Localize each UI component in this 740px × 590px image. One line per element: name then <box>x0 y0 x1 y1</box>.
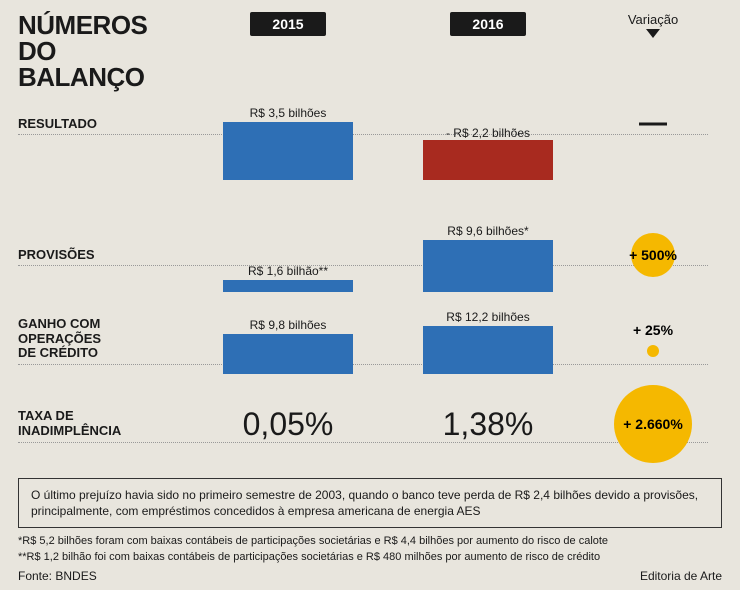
year-2016-pill: 2016 <box>450 12 525 36</box>
taxa-variacao-text: + 2.660% <box>623 416 683 432</box>
taxa-2016-value: 1,38% <box>388 406 588 443</box>
row-label-resultado: RESULTADO <box>18 117 188 132</box>
ganho-2015-label: R$ 9,8 bilhões <box>188 318 388 332</box>
resultado-2015-cell: R$ 3,5 bilhões <box>188 100 388 180</box>
ganho-2016-label: R$ 12,2 bilhões <box>388 310 588 324</box>
fonte: Fonte: BNDES <box>18 569 97 583</box>
footnote-1: *R$ 5,2 bilhões foram com baixas contábe… <box>18 534 722 549</box>
row-label-taxa: TAXA DE INADIMPLÊNCIA <box>18 409 188 439</box>
editoria: Editoria de Arte <box>640 569 722 583</box>
ganho-2016-cell: R$ 12,2 bilhões <box>388 304 588 374</box>
title-line1: NÚMEROS <box>18 12 188 38</box>
taxa-variacao: + 2.660% <box>588 384 718 464</box>
provisoes-variacao-text: + 500% <box>629 247 677 263</box>
taxa-2015-value: 0,05% <box>188 406 388 443</box>
variacao-header: Variação <box>588 12 718 42</box>
row-label-ganho: GANHO COM OPERAÇÕES DE CRÉDITO <box>18 317 188 362</box>
provisoes-variacao: + 500% <box>588 225 718 285</box>
provisoes-2016-label: R$ 9,6 bilhões* <box>388 224 588 238</box>
resultado-2015-bar <box>223 122 353 180</box>
provisoes-2015-cell: R$ 1,6 bilhão** <box>188 258 388 292</box>
resultado-2016-label: - R$ 2,2 bilhões <box>388 126 588 140</box>
title-line2: DO BALANÇO <box>18 38 188 90</box>
ganho-2016-bar <box>423 326 553 374</box>
ganho-variacao: + 25% <box>588 309 718 369</box>
year-2016-cell: 2016 <box>388 12 588 42</box>
ganho-2015-cell: R$ 9,8 bilhões <box>188 312 388 374</box>
ganho-2015-bar <box>223 334 353 374</box>
provisoes-2016-cell: R$ 9,6 bilhões* <box>388 218 588 292</box>
dash-icon <box>639 123 667 126</box>
year-2015-cell: 2015 <box>188 12 388 42</box>
footnote-2: **R$ 1,2 bilhão foi com baixas contábeis… <box>18 550 722 565</box>
provisoes-2015-label: R$ 1,6 bilhão** <box>188 264 388 278</box>
row-label-provisoes: PROVISÕES <box>18 248 188 263</box>
resultado-2015-label: R$ 3,5 bilhões <box>188 106 388 120</box>
resultado-2016-cell: - R$ 2,2 bilhões <box>388 68 588 180</box>
footnotes: *R$ 5,2 bilhões foram com baixas contábe… <box>18 534 722 565</box>
provisoes-2015-bar <box>223 280 353 292</box>
down-triangle-icon <box>646 29 660 38</box>
provisoes-2016-bar <box>423 240 553 292</box>
ganho-circle <box>647 345 659 357</box>
footnote-box: O último prejuízo havia sido no primeiro… <box>18 478 722 528</box>
resultado-2016-bar <box>423 140 553 180</box>
year-2015-pill: 2015 <box>250 12 325 36</box>
ganho-variacao-text: + 25% <box>633 322 673 338</box>
resultado-variacao <box>588 94 718 154</box>
